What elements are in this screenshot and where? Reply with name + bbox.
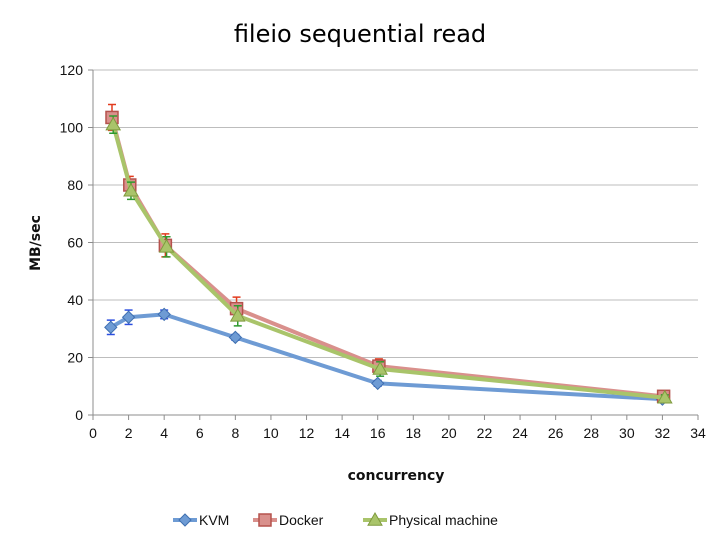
x-tick-label: 28 (583, 425, 599, 441)
legend-marker (258, 513, 272, 527)
y-tick-label: 60 (67, 235, 83, 251)
series-line-docker (110, 116, 664, 399)
data-point-physical-machine (123, 182, 139, 197)
legend-item-docker: Docker (253, 512, 324, 528)
x-tick-label: 34 (690, 425, 706, 441)
y-tick-labels: 0 20 40 60 80 100 120 (60, 62, 84, 423)
y-tick-label: 0 (75, 407, 83, 423)
y-tick-label: 80 (67, 177, 83, 193)
axes (88, 69, 699, 420)
series-physical-machine (105, 115, 673, 404)
x-tick-label: 12 (299, 425, 315, 441)
legend: KVM Docker Physical machine (173, 511, 498, 528)
gridlines (93, 69, 698, 358)
data-point-physical-machine (229, 307, 246, 322)
legend-label: Physical machine (389, 512, 498, 528)
x-tick-label: 32 (655, 425, 671, 441)
y-tick-label: 120 (60, 62, 84, 78)
x-tick-labels: 0 2 4 6 8 10 12 14 16 18 20 22 24 26 28 30 32 34 (89, 425, 706, 441)
legend-label: Docker (279, 512, 324, 528)
data-point-physical-machine (105, 116, 122, 131)
legend-item-kvm: KVM (173, 512, 229, 528)
plot-area (104, 103, 673, 406)
data-point-physical-machine (372, 360, 388, 375)
x-tick-label: 22 (477, 425, 493, 441)
data-point-kvm (370, 376, 385, 391)
x-tick-label: 4 (160, 425, 168, 441)
x-tick-label: 30 (619, 425, 635, 441)
data-point-physical-machine (656, 389, 673, 404)
x-tick-label: 6 (196, 425, 204, 441)
y-tick-label: 100 (60, 120, 84, 136)
legend-marker (178, 513, 192, 527)
x-tick-label: 2 (125, 425, 133, 441)
x-tick-label: 16 (370, 425, 386, 441)
legend-item-physical-machine: Physical machine (363, 511, 498, 528)
x-axis-title: concurrency (348, 468, 445, 484)
x-tick-label: 24 (512, 425, 528, 441)
x-tick-label: 14 (334, 425, 350, 441)
legend-label: KVM (199, 512, 229, 528)
y-axis-title: MB/sec (28, 215, 44, 271)
data-point-physical-machine (158, 238, 175, 253)
x-tick-label: 18 (406, 425, 422, 441)
data-point-kvm (104, 320, 118, 335)
data-point-kvm (228, 330, 243, 345)
data-point-kvm (157, 307, 171, 322)
x-tick-label: 0 (89, 425, 97, 441)
data-point-kvm (121, 310, 136, 324)
legend-marker (367, 511, 383, 526)
chart-title: fileio sequential read (234, 20, 486, 48)
x-tick-label: 10 (263, 425, 279, 441)
y-tick-label: 20 (67, 350, 83, 366)
x-tick-label: 20 (441, 425, 457, 441)
x-tick-label: 26 (548, 425, 564, 441)
x-tick-label: 8 (231, 425, 239, 441)
y-tick-label: 40 (67, 292, 83, 308)
series-line-physical-machine (111, 124, 666, 400)
